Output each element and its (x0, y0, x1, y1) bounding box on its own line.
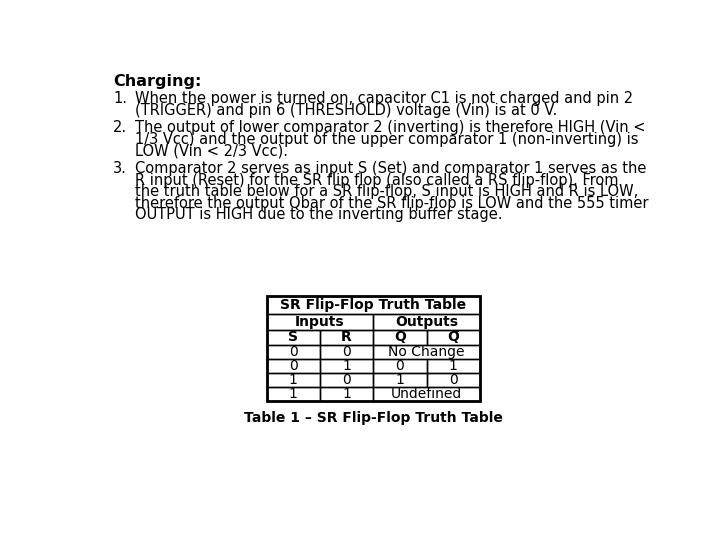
Text: R input (Reset) for the SR flip flop (also called a RS flip-flop). From: R input (Reset) for the SR flip flop (al… (135, 173, 618, 187)
Text: 0: 0 (449, 373, 457, 387)
Text: 0: 0 (395, 359, 404, 373)
Text: S: S (288, 330, 298, 345)
Text: When the power is turned on, capacitor C1 is not charged and pin 2: When the power is turned on, capacitor C… (135, 91, 633, 106)
Text: Outputs: Outputs (395, 315, 458, 329)
Bar (373, 373, 426, 387)
Bar (266, 296, 480, 401)
Bar (426, 373, 480, 387)
Text: Undefined: Undefined (391, 387, 462, 401)
Bar (320, 373, 373, 387)
Bar (320, 345, 373, 359)
Text: Table 1 – SR Flip-Flop Truth Table: Table 1 – SR Flip-Flop Truth Table (244, 411, 503, 426)
Text: 1.: 1. (113, 91, 127, 106)
Text: 3.: 3. (113, 161, 127, 176)
Text: therefore the output Qbar of the SR flip-flop is LOW and the 555 timer: therefore the output Qbar of the SR flip… (135, 195, 649, 211)
Text: 1: 1 (449, 359, 458, 373)
Bar (373, 345, 480, 359)
Bar (373, 387, 480, 401)
Text: Q̅: Q̅ (447, 330, 459, 345)
Text: R: R (341, 330, 352, 345)
Text: Charging:: Charging: (113, 74, 202, 89)
Bar (320, 387, 373, 401)
Bar (426, 330, 480, 345)
Text: 0: 0 (289, 359, 297, 373)
Text: 1: 1 (289, 373, 298, 387)
Text: 1/3 Vcc) and the output of the upper comparator 1 (non-inverting) is: 1/3 Vcc) and the output of the upper com… (135, 132, 639, 147)
Text: 2.: 2. (113, 120, 127, 135)
Text: 0: 0 (342, 373, 351, 387)
Text: Inputs: Inputs (295, 315, 345, 329)
Bar (266, 345, 320, 359)
Bar (266, 359, 320, 373)
Bar (320, 330, 373, 345)
Text: 0: 0 (289, 345, 297, 359)
Bar (426, 359, 480, 373)
Bar (373, 314, 480, 330)
Text: 1: 1 (395, 373, 405, 387)
Bar (320, 359, 373, 373)
Text: OUTPUT is HIGH due to the inverting buffer stage.: OUTPUT is HIGH due to the inverting buff… (135, 207, 503, 222)
Text: LOW (Vin < 2/3 Vcc).: LOW (Vin < 2/3 Vcc). (135, 143, 288, 158)
Text: 1: 1 (289, 387, 298, 401)
Bar (266, 387, 320, 401)
Text: 1: 1 (342, 387, 351, 401)
Text: 1: 1 (342, 359, 351, 373)
Bar (266, 296, 480, 314)
Bar (266, 314, 373, 330)
Bar (373, 359, 426, 373)
Text: SR Flip-Flop Truth Table: SR Flip-Flop Truth Table (280, 298, 467, 312)
Text: The output of lower comparator 2 (inverting) is therefore HIGH (Vin <: The output of lower comparator 2 (invert… (135, 120, 645, 135)
Text: Q: Q (394, 330, 406, 345)
Text: 0: 0 (342, 345, 351, 359)
Text: Comparator 2 serves as input S (Set) and comparator 1 serves as the: Comparator 2 serves as input S (Set) and… (135, 161, 647, 176)
Text: No Change: No Change (388, 345, 465, 359)
Text: the truth table below for a SR flip-flop, S input is HIGH and R is LOW,: the truth table below for a SR flip-flop… (135, 184, 638, 199)
Bar (266, 373, 320, 387)
Bar (373, 330, 426, 345)
Text: (TRIGGER) and pin 6 (THRESHOLD) voltage (Vin) is at 0 V.: (TRIGGER) and pin 6 (THRESHOLD) voltage … (135, 103, 557, 118)
Bar (266, 330, 320, 345)
